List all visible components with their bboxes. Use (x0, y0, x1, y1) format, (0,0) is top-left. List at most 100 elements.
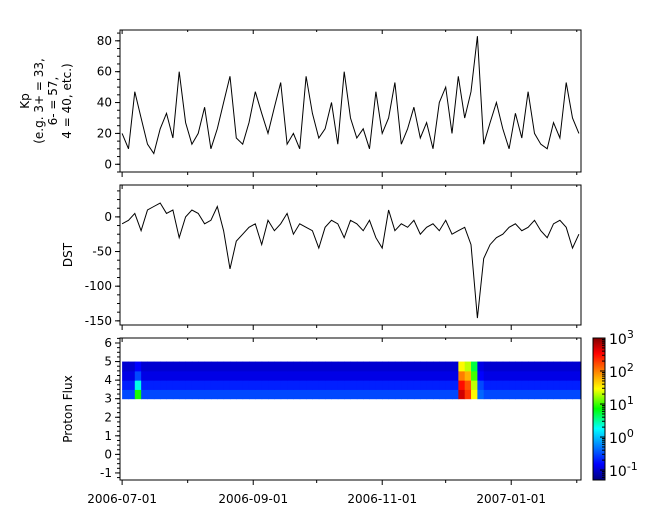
heatmap-cell (153, 380, 161, 390)
colorbar-segment (593, 379, 605, 381)
colorbar-segment (593, 441, 605, 443)
colorbar-segment (593, 384, 605, 386)
heatmap-cell (407, 370, 415, 381)
heatmap-cell (559, 380, 567, 390)
heatmap-cell (375, 361, 383, 372)
heatmap-cell (185, 370, 193, 381)
colorbar-segment (593, 437, 605, 439)
heatmap-cell (166, 389, 174, 400)
colorbar-segment (593, 464, 605, 466)
heatmap-cell (141, 370, 148, 381)
heatmap-cell (248, 389, 256, 400)
colorbar-segment (593, 445, 605, 447)
heatmap-cell (483, 389, 491, 400)
heatmap-cell (528, 380, 535, 390)
heatmap-cell (312, 380, 320, 390)
colorbar-segment (593, 422, 605, 424)
colorbar-segment (593, 370, 605, 372)
heatmap-cell (236, 380, 244, 390)
colorbar-segment (593, 438, 605, 440)
heatmap-cell (388, 389, 396, 400)
heatmap-cell (483, 361, 491, 372)
heatmap-cell (325, 380, 332, 390)
heatmap-cell (559, 389, 567, 400)
heatmap-cell (432, 380, 440, 390)
heatmap-cell (172, 380, 180, 390)
heatmap-cell (229, 361, 237, 372)
heatmap-cell (198, 380, 206, 390)
colorbar-segment (593, 341, 605, 343)
panel-2: 0 -50 -100 -150 DST (61, 184, 582, 330)
heatmap-cell (350, 380, 358, 390)
y-axis-label: (e.g. 3+ = 33, (32, 58, 46, 144)
panel-1: 0 20 40 60 80 Kp (e.g. 3+ = 33, 6- = 57, 4 = 40,… (18, 29, 582, 177)
heatmap-cell (369, 389, 377, 400)
colorbar-segment (593, 459, 605, 461)
heatmap-cell (528, 389, 535, 400)
heatmap-cell (578, 380, 582, 390)
colorbar-segment (593, 425, 605, 427)
colorbar-segment (593, 433, 605, 435)
heatmap-cell (344, 380, 351, 390)
heatmap-cell (452, 380, 459, 390)
colorbar-segment (593, 392, 605, 394)
heatmap-cell (166, 370, 174, 381)
heatmap-cell (471, 389, 478, 400)
colorbar-segment (593, 410, 605, 412)
heatmap-cell (553, 370, 561, 381)
heatmap-cell (426, 361, 434, 372)
heatmap-cell (350, 361, 358, 372)
heatmap-cell (331, 370, 339, 381)
heatmap-cell (452, 361, 459, 372)
colorbar-segment (593, 373, 605, 375)
colorbar-segment (593, 407, 605, 409)
colorbar-segment (593, 359, 605, 361)
heatmap-cell (210, 370, 218, 381)
heatmap-cell (547, 389, 555, 400)
heatmap-cell (179, 380, 187, 390)
colorbar-segment (593, 386, 605, 388)
heatmap-cell (490, 370, 497, 381)
heatmap-cell (229, 389, 237, 400)
heatmap-cell (515, 370, 523, 381)
heatmap-cell (426, 370, 434, 381)
heatmap-cell (128, 370, 136, 381)
heatmap-cell (331, 361, 339, 372)
data-line (121, 36, 580, 155)
colorbar-segment (593, 347, 605, 349)
heatmap-cell (547, 361, 555, 372)
heatmap-cell (312, 370, 320, 381)
heatmap-cell (179, 361, 187, 372)
heatmap-cell (344, 389, 351, 400)
y-tick-label: -50 (92, 245, 112, 259)
heatmap-cell (458, 380, 466, 390)
colorbar-segment (593, 381, 605, 383)
heatmap-cell (268, 361, 275, 372)
colorbar-segment (593, 444, 605, 446)
colorbar-segment (593, 391, 605, 393)
heatmap-cell (445, 361, 453, 372)
heatmap-cell (464, 361, 472, 372)
heatmap-cell (229, 370, 237, 381)
colorbar-segment (593, 340, 605, 342)
heatmap-cell (299, 370, 307, 381)
heatmap-cell (236, 370, 244, 381)
colorbar-segment (593, 469, 605, 471)
heatmap-cell (217, 380, 225, 390)
heatmap-cell (394, 389, 402, 400)
heatmap-cell (248, 361, 256, 372)
colorbar-segment (593, 368, 605, 370)
colorbar-segment (593, 415, 605, 417)
colorbar-segment (593, 461, 605, 463)
heatmap-cell (293, 389, 301, 400)
heatmap-cell (299, 389, 307, 400)
colorbar-tick-label: 10-1 (609, 460, 638, 480)
heatmap-cell (141, 361, 148, 372)
colorbar-segment (593, 456, 605, 458)
heatmap-cell (553, 361, 561, 372)
heatmap-cell (566, 361, 574, 372)
heatmap-cell (274, 370, 282, 381)
heatmap-cell (515, 389, 523, 400)
colorbar-segment (593, 424, 605, 426)
colorbar-segment (593, 342, 605, 344)
